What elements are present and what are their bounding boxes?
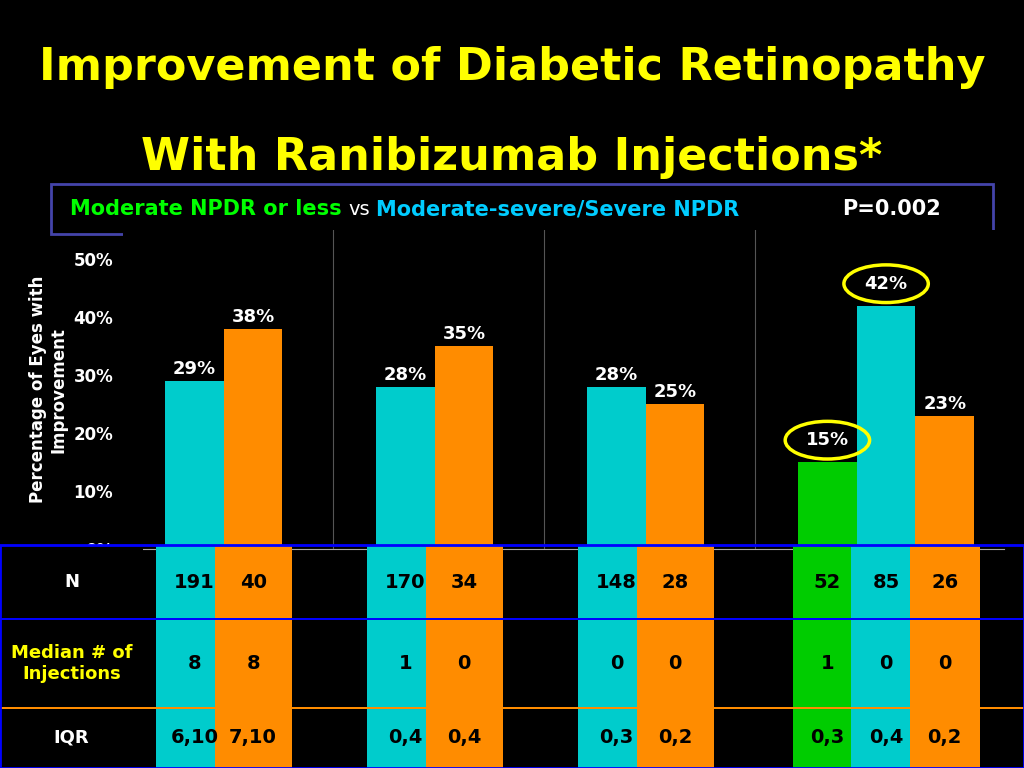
Bar (793, 708, 862, 768)
Text: 0: 0 (938, 654, 951, 673)
Text: 23%: 23% (924, 395, 967, 413)
Bar (156, 545, 232, 619)
Bar (910, 708, 980, 768)
Text: Moderate-severe/Severe NPDR: Moderate-severe/Severe NPDR (376, 199, 739, 220)
Text: 0,2: 0,2 (928, 728, 962, 747)
Bar (215, 708, 292, 768)
Text: 42%: 42% (864, 275, 907, 293)
Bar (215, 545, 292, 619)
Text: 6,10: 6,10 (170, 728, 218, 747)
Text: 28%: 28% (384, 366, 427, 384)
Bar (798, 462, 857, 549)
Bar (857, 306, 915, 549)
Text: 0,4: 0,4 (388, 728, 423, 747)
Bar (793, 619, 862, 708)
Bar (376, 387, 435, 549)
Y-axis label: Percentage of Eyes with
Improvement: Percentage of Eyes with Improvement (29, 276, 68, 504)
Text: 1: 1 (820, 654, 835, 673)
Text: 0: 0 (609, 654, 623, 673)
Text: 28%: 28% (595, 366, 638, 384)
Text: 8: 8 (247, 654, 260, 673)
Bar (0, 707, 1024, 709)
Text: N: N (65, 573, 79, 591)
Bar (367, 619, 443, 708)
Text: 0,3: 0,3 (599, 728, 634, 747)
Bar (156, 708, 232, 768)
Text: 38%: 38% (231, 308, 274, 326)
Text: With Ranibizumab Injections*: With Ranibizumab Injections* (141, 136, 883, 179)
Text: 170: 170 (385, 572, 426, 591)
Text: 0: 0 (458, 654, 471, 673)
Text: 0,2: 0,2 (658, 728, 692, 747)
Bar (637, 619, 714, 708)
Text: 28: 28 (662, 572, 689, 591)
Bar (426, 619, 503, 708)
Text: 29%: 29% (173, 360, 216, 378)
Text: 0,4: 0,4 (869, 728, 903, 747)
Bar (367, 708, 443, 768)
Bar (0, 545, 143, 619)
Bar (910, 619, 980, 708)
Bar (0, 617, 1024, 620)
Text: 148: 148 (596, 572, 637, 591)
Text: P=0.002: P=0.002 (843, 199, 941, 220)
Bar (165, 381, 224, 549)
Bar (578, 545, 654, 619)
Text: IQR: IQR (54, 729, 89, 747)
Text: 0: 0 (669, 654, 682, 673)
Text: 0: 0 (880, 654, 893, 673)
Bar (367, 545, 443, 619)
Text: 0,3: 0,3 (810, 728, 845, 747)
Text: 15%: 15% (806, 431, 849, 449)
Bar (426, 708, 503, 768)
Bar (915, 415, 974, 549)
Text: Moderate NPDR or less: Moderate NPDR or less (70, 199, 342, 220)
Bar (851, 545, 921, 619)
Bar (637, 545, 714, 619)
Bar (224, 329, 283, 549)
Text: 0,4: 0,4 (446, 728, 481, 747)
Text: 52: 52 (814, 572, 841, 591)
Text: vs: vs (348, 200, 370, 219)
Bar (910, 545, 980, 619)
Text: 85: 85 (872, 572, 900, 591)
Bar (851, 708, 921, 768)
Bar (156, 619, 232, 708)
Text: Improvement of Diabetic Retinopathy: Improvement of Diabetic Retinopathy (39, 46, 985, 88)
Text: 34: 34 (451, 572, 477, 591)
Bar (0, 708, 143, 768)
Bar (426, 545, 503, 619)
Text: 7,10: 7,10 (229, 728, 278, 747)
Bar (793, 545, 862, 619)
Bar (578, 708, 654, 768)
Bar (851, 619, 921, 708)
Text: 191: 191 (174, 572, 215, 591)
Bar (578, 619, 654, 708)
Text: Median # of
Injections: Median # of Injections (11, 644, 132, 683)
Bar (646, 404, 705, 549)
Bar (0, 619, 143, 708)
Bar (435, 346, 494, 549)
Bar (587, 387, 646, 549)
Text: 26: 26 (931, 572, 958, 591)
Text: 1: 1 (398, 654, 413, 673)
Text: 25%: 25% (653, 383, 696, 402)
Bar (215, 619, 292, 708)
Text: 35%: 35% (442, 326, 485, 343)
Bar (637, 708, 714, 768)
Text: 40: 40 (240, 572, 266, 591)
Text: 8: 8 (187, 654, 202, 673)
